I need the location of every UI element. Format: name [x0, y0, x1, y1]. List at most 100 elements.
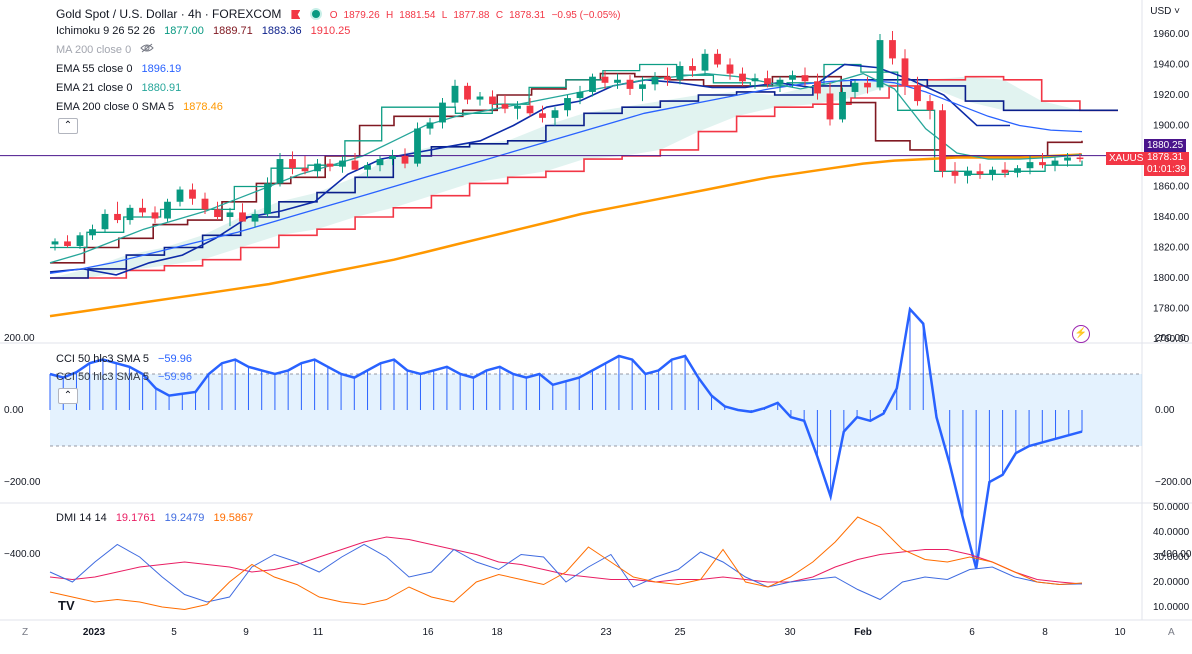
candle-body[interactable]: [489, 96, 496, 105]
candle-body[interactable]: [526, 105, 534, 114]
candle-body[interactable]: [1026, 162, 1034, 169]
candle[interactable]: [951, 162, 959, 184]
candle-body[interactable]: [889, 40, 896, 59]
auto-scale-button[interactable]: A: [1168, 627, 1175, 638]
currency-selector[interactable]: USD ˅: [1150, 6, 1180, 17]
candle-body[interactable]: [539, 113, 546, 118]
candle[interactable]: [676, 61, 684, 85]
candle-body[interactable]: [789, 75, 796, 80]
candle-body[interactable]: [226, 212, 234, 217]
candle[interactable]: [1051, 157, 1059, 172]
candle-body[interactable]: [1014, 168, 1021, 173]
candle-body[interactable]: [214, 209, 221, 217]
candle[interactable]: [289, 151, 296, 175]
candle[interactable]: [251, 209, 259, 228]
candle-body[interactable]: [351, 160, 359, 170]
candle[interactable]: [314, 159, 321, 178]
candle-body[interactable]: [414, 128, 421, 164]
candle[interactable]: [214, 201, 221, 221]
candles[interactable]: [51, 30, 1084, 251]
candle-body[interactable]: [89, 229, 96, 236]
candle[interactable]: [151, 206, 159, 224]
legend-cci-ghost-label[interactable]: CCI 50 hlc3 SMA 5: [56, 371, 149, 383]
symbol-title[interactable]: Gold Spot / U.S. Dollar · 4h · FOREXCOM: [56, 7, 282, 21]
candle[interactable]: [1039, 152, 1046, 169]
candle-body[interactable]: [589, 76, 596, 92]
candle[interactable]: [239, 203, 246, 222]
candle[interactable]: [614, 73, 621, 89]
legend-ema55-label[interactable]: EMA 55 close 0: [56, 63, 133, 75]
candle-body[interactable]: [364, 165, 371, 170]
dmi-series-3-line[interactable]: [49, 516, 1083, 611]
candle[interactable]: [1064, 152, 1071, 167]
candle-body[interactable]: [264, 183, 271, 214]
collapse-legend-button[interactable]: ⌃: [58, 118, 78, 134]
candle-body[interactable]: [776, 79, 784, 85]
dmi-series-2-line[interactable]: [49, 543, 1083, 603]
candle[interactable]: [889, 30, 896, 65]
candle-body[interactable]: [989, 169, 996, 175]
candle-body[interactable]: [839, 91, 846, 120]
candle-body[interactable]: [1064, 157, 1071, 161]
candle[interactable]: [326, 159, 334, 172]
candle-body[interactable]: [314, 163, 321, 172]
candle-body[interactable]: [651, 76, 659, 85]
candle[interactable]: [939, 104, 946, 178]
candle-body[interactable]: [876, 40, 884, 88]
candle[interactable]: [501, 95, 509, 114]
legend-ma200[interactable]: MA 200 close 0: [56, 43, 160, 57]
candle-body[interactable]: [201, 198, 209, 210]
candle-body[interactable]: [339, 160, 346, 167]
candle-body[interactable]: [326, 163, 334, 167]
candle[interactable]: [101, 209, 109, 233]
candle[interactable]: [1076, 152, 1084, 163]
ichimoku-base-line[interactable]: [50, 72, 1083, 264]
candle[interactable]: [264, 177, 271, 217]
legend-cci[interactable]: CCI 50 hlc3 SMA 5 −59.96: [56, 352, 198, 366]
candle-body[interactable]: [76, 235, 84, 246]
candle-body[interactable]: [926, 101, 934, 111]
candle-body[interactable]: [951, 171, 959, 176]
candle[interactable]: [226, 207, 234, 227]
candle[interactable]: [839, 87, 846, 123]
ema55-line[interactable]: [49, 79, 1083, 275]
candle[interactable]: [64, 235, 71, 248]
candle[interactable]: [401, 148, 409, 169]
candle-body[interactable]: [476, 96, 484, 100]
candle-body[interactable]: [126, 207, 134, 221]
candle[interactable]: [964, 166, 971, 184]
candle-body[interactable]: [139, 207, 146, 213]
candle-body[interactable]: [851, 82, 859, 92]
candle[interactable]: [489, 90, 496, 108]
candle[interactable]: [426, 117, 434, 135]
legend-cci-label[interactable]: CCI 50 hlc3 SMA 5: [56, 353, 149, 365]
candle[interactable]: [414, 122, 421, 167]
legend-ema200[interactable]: EMA 200 close 0 SMA 5 1878.46: [56, 100, 229, 114]
candle[interactable]: [626, 75, 634, 95]
legend-ema200-label[interactable]: EMA 200 close 0 SMA 5: [56, 101, 175, 113]
candle[interactable]: [126, 204, 134, 225]
candle[interactable]: [664, 67, 671, 86]
candle-body[interactable]: [639, 84, 646, 89]
candle-body[interactable]: [114, 213, 121, 221]
candle-body[interactable]: [551, 110, 559, 118]
candle[interactable]: [801, 67, 809, 86]
candle[interactable]: [114, 201, 121, 224]
candle[interactable]: [726, 58, 734, 80]
candle[interactable]: [539, 105, 546, 123]
dmi-pane[interactable]: [49, 516, 1083, 611]
candle[interactable]: [701, 49, 709, 76]
candle[interactable]: [901, 49, 909, 95]
candle[interactable]: [976, 163, 984, 179]
candle-body[interactable]: [739, 73, 746, 82]
candle[interactable]: [576, 85, 584, 105]
candle[interactable]: [651, 72, 659, 91]
candle-body[interactable]: [826, 93, 834, 120]
candle[interactable]: [764, 70, 771, 88]
candle[interactable]: [689, 58, 696, 77]
candle-body[interactable]: [1051, 160, 1059, 166]
candle[interactable]: [1014, 165, 1021, 178]
candle[interactable]: [339, 156, 346, 173]
candle[interactable]: [201, 192, 209, 214]
legend-dmi[interactable]: DMI 14 14 19.1761 19.2479 19.5867: [56, 511, 259, 525]
